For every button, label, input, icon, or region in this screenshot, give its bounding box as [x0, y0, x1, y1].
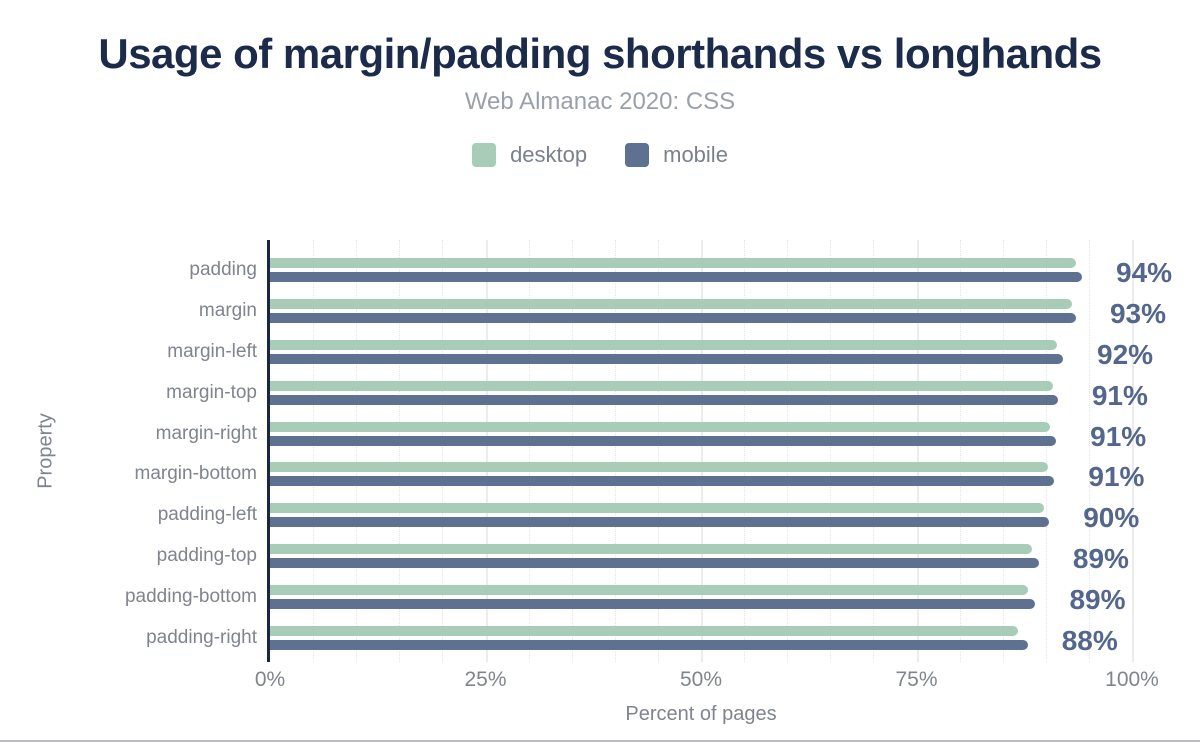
gridline-35 — [571, 240, 573, 662]
bar-desktop — [270, 339, 1057, 350]
bar-row: padding-top 89% — [157, 536, 1132, 577]
bar-row: padding-left 90% — [158, 495, 1140, 536]
y-axis-line — [267, 240, 270, 662]
x-tick-label: 50% — [679, 668, 723, 691]
value-label: 92% — [1097, 338, 1154, 370]
gridline-75 — [916, 240, 919, 662]
bar-row: margin-top 91% — [166, 372, 1148, 413]
chart-subtitle: Web Almanac 2020: CSS — [464, 88, 736, 115]
bar-row: margin 93% — [199, 291, 1166, 332]
category-label: padding-bottom — [124, 585, 257, 607]
value-label: 91% — [1091, 379, 1148, 411]
gridline-55 — [744, 240, 746, 662]
legend-item-desktop: desktop — [472, 142, 587, 168]
y-axis-title: Property — [34, 413, 57, 489]
x-tick-label: 100% — [1105, 668, 1159, 691]
gridline-15 — [399, 240, 401, 662]
value-label: 89% — [1069, 583, 1126, 615]
value-label: 90% — [1083, 502, 1140, 534]
bar-mobile — [270, 598, 1036, 609]
bar-mobile — [270, 517, 1050, 528]
gridline-5 — [313, 240, 315, 662]
bar-desktop — [270, 380, 1053, 391]
gridline-45 — [657, 240, 659, 662]
value-label: 94% — [1116, 257, 1173, 289]
bar-row: margin-left 92% — [167, 332, 1153, 373]
gridline-10 — [356, 240, 358, 662]
bar-mobile — [270, 394, 1058, 405]
bar-desktop — [270, 584, 1028, 595]
category-label: padding-left — [157, 504, 257, 526]
mobile-swatch-icon — [625, 143, 650, 167]
category-label: padding-right — [146, 626, 257, 648]
bar-row: margin-right 91% — [156, 413, 1147, 454]
bar-mobile — [270, 353, 1064, 364]
value-label: 89% — [1072, 542, 1129, 574]
bar-mobile — [270, 313, 1076, 324]
gridline-50 — [701, 240, 703, 662]
gridline-65 — [830, 240, 832, 662]
category-label: margin-right — [155, 422, 257, 444]
bar-mobile — [270, 435, 1057, 446]
plot-area: padding 94% margin 93% margin-left 92% margin-… — [125, 240, 1172, 662]
gridline-40 — [614, 240, 616, 662]
value-label: 91% — [1088, 461, 1145, 493]
x-axis-title: Percent of pages — [625, 703, 777, 725]
bar-mobile — [270, 557, 1039, 568]
x-axis-ticks: 0% 25% 50% 75% 100% — [255, 668, 1159, 696]
category-label: margin-bottom — [134, 463, 258, 485]
gridline-80 — [959, 240, 961, 662]
legend-label-desktop: desktop — [510, 142, 588, 167]
value-label: 88% — [1061, 624, 1118, 656]
category-label: margin-left — [167, 340, 257, 362]
bar-desktop — [270, 503, 1045, 514]
gridline-70 — [873, 240, 875, 662]
legend-label-mobile: mobile — [663, 142, 728, 167]
legend: desktop mobile — [0, 142, 1200, 168]
gridline-60 — [787, 240, 789, 662]
bar-desktop — [270, 299, 1072, 310]
desktop-swatch-icon — [472, 143, 497, 167]
bar-row: padding-right 88% — [146, 617, 1132, 658]
bar-desktop — [270, 462, 1049, 473]
bar-mobile — [270, 639, 1028, 650]
bar-desktop — [270, 258, 1076, 269]
bar-rows: padding 94% margin 93% margin-left 92% margin-… — [125, 250, 1172, 658]
gridline-90 — [1045, 240, 1047, 662]
category-label: margin-top — [166, 381, 257, 403]
bar-desktop — [270, 625, 1019, 636]
bar-mobile — [270, 272, 1082, 283]
x-tick-label: 75% — [895, 668, 938, 691]
chart-title: Usage of margin/padding shorthands vs lo… — [98, 30, 1102, 77]
category-label: margin — [198, 300, 257, 322]
value-label: 91% — [1090, 420, 1147, 452]
legend-item-mobile: mobile — [625, 142, 728, 168]
gridline-25 — [485, 240, 488, 662]
gridline-100 — [1132, 240, 1134, 662]
gridline-95 — [1088, 240, 1090, 662]
bar-desktop — [270, 543, 1032, 554]
x-tick-label: 0% — [254, 668, 286, 691]
gridline-20 — [442, 240, 444, 662]
gridline-30 — [528, 240, 530, 662]
bar-row: margin-bottom 91% — [135, 454, 1145, 495]
value-label: 93% — [1109, 298, 1167, 330]
gridline-85 — [1002, 240, 1004, 662]
bar-row: padding 94% — [189, 250, 1172, 291]
bar-mobile — [270, 476, 1055, 487]
category-label: padding-top — [156, 544, 257, 566]
bar-row: padding-bottom 89% — [125, 576, 1132, 617]
category-label: padding — [189, 259, 257, 281]
bar-desktop — [270, 421, 1051, 432]
x-tick-label: 25% — [464, 668, 507, 691]
